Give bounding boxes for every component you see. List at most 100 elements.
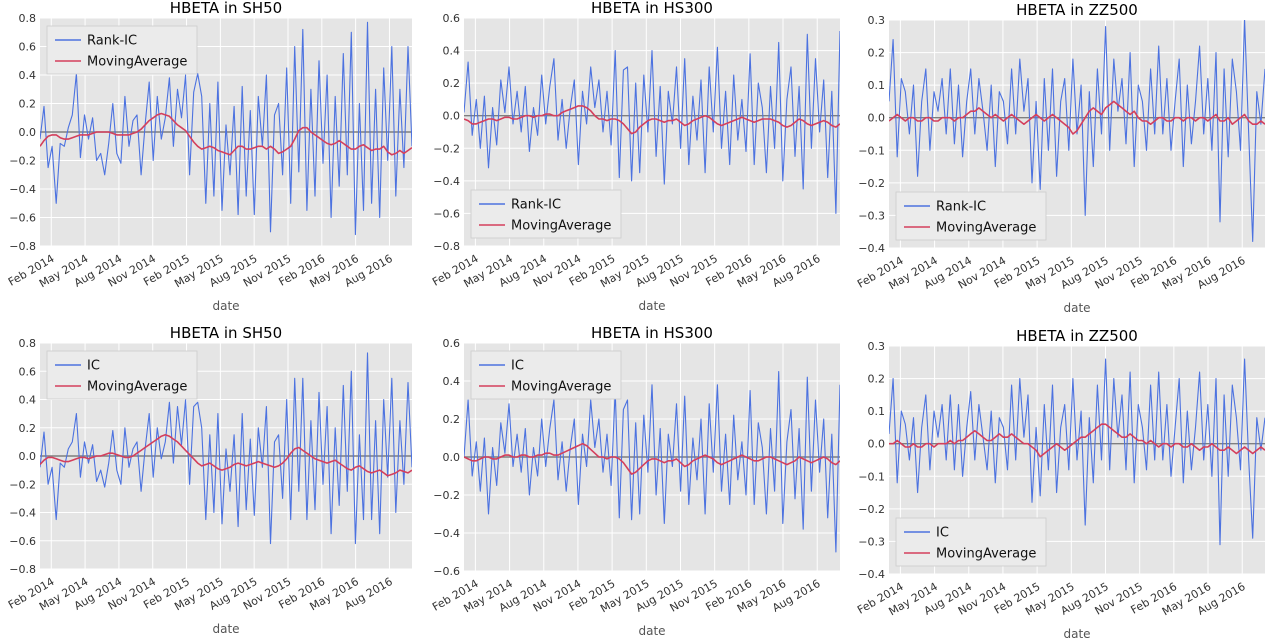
legend-box bbox=[470, 350, 622, 400]
y-tick-label: −0.3 bbox=[858, 209, 885, 222]
legend: Rank-IC MovingAverage bbox=[46, 25, 198, 75]
series-line-movingaverage bbox=[464, 105, 840, 135]
legend-entry: MovingAverage bbox=[511, 219, 611, 234]
series-line-movingaverage bbox=[464, 442, 840, 475]
y-tick-label: −0.4 bbox=[9, 183, 36, 196]
y-tick-label: 0.6 bbox=[19, 41, 37, 54]
y-tick-label: 0.4 bbox=[19, 69, 37, 82]
legend-entry: MovingAverage bbox=[87, 380, 187, 395]
chart-title: HBETA in ZZ500 bbox=[1016, 1, 1138, 19]
series-line-movingaverage bbox=[889, 100, 1265, 135]
legend-entry: Rank-IC bbox=[87, 34, 137, 49]
legend: Rank-IC MovingAverage bbox=[470, 189, 622, 239]
x-axis-label: date bbox=[638, 624, 665, 638]
y-tick-label: −0.2 bbox=[858, 503, 885, 516]
y-tick-label: −0.6 bbox=[9, 535, 36, 548]
legend: IC MovingAverage bbox=[895, 517, 1047, 567]
series-line-ic bbox=[464, 370, 840, 553]
y-tick-label: 0.8 bbox=[19, 337, 37, 350]
y-tick-label: −0.6 bbox=[433, 207, 460, 220]
chart-title: HBETA in HS300 bbox=[591, 324, 713, 342]
legend-box bbox=[46, 25, 198, 75]
y-tick-label: −0.6 bbox=[9, 212, 36, 225]
y-tick-label: 0.3 bbox=[868, 340, 886, 353]
y-tick-label: 0.1 bbox=[868, 405, 886, 418]
y-tick-label: 0.6 bbox=[443, 12, 461, 25]
y-tick-label: 0.0 bbox=[19, 450, 37, 463]
chart-title: HBETA in ZZ500 bbox=[1016, 327, 1138, 345]
series-line-ic bbox=[40, 352, 412, 545]
x-axis-label: date bbox=[1063, 627, 1090, 640]
y-tick-label: −0.2 bbox=[433, 489, 460, 502]
y-tick-label: −0.6 bbox=[433, 565, 460, 578]
y-tick-label: 0.2 bbox=[19, 98, 37, 111]
legend: Rank-IC MovingAverage bbox=[895, 191, 1047, 241]
series-line-rank-ic bbox=[464, 30, 840, 214]
legend-box bbox=[895, 517, 1047, 567]
chart-title: HBETA in HS300 bbox=[591, 0, 713, 17]
y-tick-label: 0.0 bbox=[443, 451, 461, 464]
y-tick-label: −0.1 bbox=[858, 470, 885, 483]
y-tick-label: −0.3 bbox=[858, 535, 885, 548]
series-line-ic bbox=[889, 358, 1265, 546]
legend-box bbox=[46, 350, 198, 400]
series-line-movingaverage bbox=[40, 433, 412, 477]
y-tick-label: 0.2 bbox=[443, 413, 461, 426]
y-tick-label: −0.2 bbox=[9, 155, 36, 168]
y-tick-label: 0.6 bbox=[443, 337, 461, 350]
legend-entry: IC bbox=[511, 359, 524, 374]
y-tick-label: 0.3 bbox=[868, 14, 886, 27]
series-line-rank-ic bbox=[889, 20, 1265, 243]
y-tick-label: −0.1 bbox=[858, 144, 885, 157]
y-tick-label: 0.4 bbox=[443, 45, 461, 58]
y-tick-label: −0.4 bbox=[433, 527, 460, 540]
y-tick-label: −0.8 bbox=[9, 563, 36, 576]
chart-title: HBETA in SH50 bbox=[170, 324, 282, 342]
y-tick-label: −0.4 bbox=[858, 242, 885, 255]
x-axis-label: date bbox=[212, 299, 239, 313]
series-line-movingaverage bbox=[40, 112, 412, 156]
y-tick-label: 0.0 bbox=[443, 110, 461, 123]
y-tick-label: −0.8 bbox=[433, 240, 460, 253]
y-tick-label: 0.2 bbox=[868, 373, 886, 386]
y-tick-label: −0.4 bbox=[858, 568, 885, 581]
chart-title: HBETA in SH50 bbox=[170, 0, 282, 17]
legend-entry: MovingAverage bbox=[936, 221, 1036, 236]
y-tick-label: 0.0 bbox=[19, 126, 37, 139]
y-tick-label: 0.0 bbox=[868, 112, 886, 125]
y-tick-label: −0.2 bbox=[9, 478, 36, 491]
y-tick-label: 0.0 bbox=[868, 438, 886, 451]
x-axis-label: date bbox=[212, 622, 239, 636]
y-tick-label: 0.4 bbox=[19, 394, 37, 407]
y-tick-label: 0.2 bbox=[868, 47, 886, 60]
y-tick-label: 0.8 bbox=[19, 12, 37, 25]
x-axis-label: date bbox=[1063, 301, 1090, 315]
legend-entry: Rank-IC bbox=[936, 200, 986, 215]
legend-entry: MovingAverage bbox=[87, 55, 187, 70]
legend-entry: IC bbox=[936, 526, 949, 541]
y-tick-label: 0.6 bbox=[19, 365, 37, 378]
legend-box bbox=[470, 189, 622, 239]
legend-entry: Rank-IC bbox=[511, 198, 561, 213]
legend-entry: MovingAverage bbox=[511, 380, 611, 395]
y-tick-label: 0.2 bbox=[443, 77, 461, 90]
series-line-movingaverage bbox=[889, 423, 1265, 458]
y-tick-label: 0.4 bbox=[443, 375, 461, 388]
legend: IC MovingAverage bbox=[470, 350, 622, 400]
series-line-rank-ic bbox=[40, 21, 412, 236]
y-tick-label: −0.2 bbox=[433, 142, 460, 155]
legend-entry: MovingAverage bbox=[936, 547, 1036, 562]
y-tick-label: −0.4 bbox=[9, 507, 36, 520]
y-tick-label: −0.4 bbox=[433, 175, 460, 188]
legend: IC MovingAverage bbox=[46, 350, 198, 400]
y-tick-label: 0.2 bbox=[19, 422, 37, 435]
x-axis-label: date bbox=[638, 299, 665, 313]
legend-entry: IC bbox=[87, 359, 100, 374]
y-tick-label: 0.1 bbox=[868, 79, 886, 92]
